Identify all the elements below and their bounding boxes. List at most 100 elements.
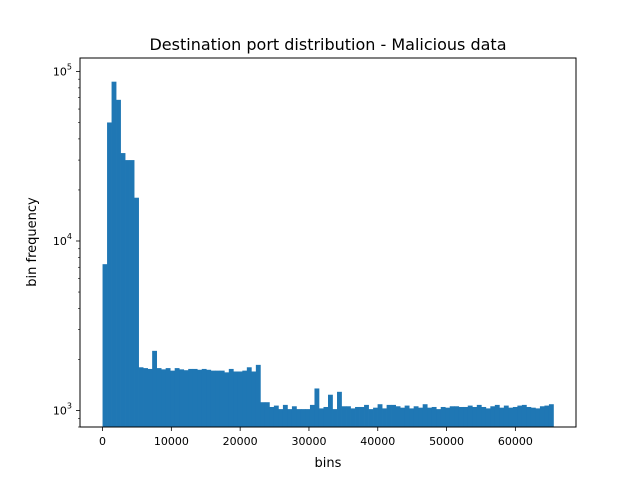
histogram-bar: [206, 369, 212, 427]
histogram-bar: [138, 367, 144, 427]
histogram-bar: [530, 407, 536, 427]
y-tick-label: 104: [53, 232, 72, 248]
histogram-bar: [377, 404, 383, 427]
histogram-bar: [255, 364, 261, 427]
histogram-bar: [449, 406, 455, 427]
histogram-bar: [143, 368, 148, 427]
histogram-bar: [373, 407, 378, 427]
histogram-bar: [129, 160, 135, 427]
histogram-bar: [201, 368, 207, 427]
histogram-bar: [341, 406, 347, 427]
histogram-bar: [300, 409, 306, 427]
histogram-bar: [246, 367, 252, 427]
histogram-bar: [404, 405, 410, 427]
histogram-bar: [147, 368, 153, 427]
histogram-bar: [291, 406, 297, 427]
histogram-bar: [539, 406, 545, 427]
histogram-bar: [548, 404, 554, 427]
histogram-bar: [242, 370, 248, 427]
histogram-bar: [282, 404, 288, 427]
histogram-bar: [264, 402, 270, 427]
histogram-bar: [273, 405, 279, 427]
histogram-bar: [485, 408, 491, 427]
histogram-bar: [350, 408, 356, 427]
histogram-bar: [359, 406, 365, 427]
histogram-bar: [278, 409, 284, 427]
histogram-bar: [386, 404, 392, 427]
histogram-bar: [427, 407, 433, 427]
histogram-bar: [188, 368, 194, 427]
y-axis-label: bin frequency: [25, 197, 40, 287]
histogram-bar: [165, 368, 171, 427]
histogram-bar: [409, 408, 415, 427]
histogram-bar: [521, 404, 527, 427]
histogram-bar: [400, 407, 406, 427]
histogram-bar: [355, 406, 360, 427]
histogram-bar: [472, 406, 478, 427]
histogram-bar: [481, 406, 487, 427]
histogram-bar: [174, 368, 180, 427]
x-tick-label: 20000: [223, 435, 258, 448]
histogram-bar: [454, 406, 460, 427]
histogram-bar: [107, 122, 112, 427]
histogram-bar: [170, 370, 176, 427]
histogram-bar: [467, 405, 473, 427]
histogram-bar: [233, 371, 239, 427]
histogram-bars: [102, 81, 554, 428]
histogram-bar: [382, 408, 387, 427]
histogram-bar: [440, 406, 446, 427]
histogram-bar: [332, 409, 338, 427]
x-axis-label: bins: [315, 456, 342, 471]
histogram-bar: [111, 81, 117, 427]
histogram-bar: [445, 407, 451, 427]
histogram-bar: [512, 406, 518, 427]
x-tick-label: 50000: [429, 435, 464, 448]
histogram-bar: [152, 350, 158, 427]
x-tick-label: 60000: [498, 435, 533, 448]
histogram-bar: [490, 406, 496, 427]
histogram-bar: [134, 197, 139, 427]
histogram-bar: [287, 409, 293, 427]
histogram-bar: [337, 391, 342, 427]
histogram-bar: [476, 404, 482, 427]
histogram-bar: [305, 409, 311, 427]
histogram-bar: [535, 408, 541, 427]
histogram-bar: [318, 408, 324, 427]
histogram-bar: [422, 404, 428, 427]
histogram-bar: [503, 405, 509, 427]
histogram-bar: [323, 406, 329, 427]
histogram-bar: [210, 370, 216, 427]
x-tick-label: 30000: [291, 435, 326, 448]
histogram-bar: [499, 407, 505, 427]
histogram-bar: [237, 371, 243, 427]
histogram-bar: [228, 368, 234, 427]
y-tick-label: 103: [53, 402, 72, 418]
histogram-bar: [102, 264, 108, 427]
x-tick-label: 10000: [154, 435, 189, 448]
histogram-bar: [346, 406, 351, 427]
histogram-bar: [314, 388, 320, 427]
y-tick-label: 105: [53, 62, 72, 78]
histogram-bar: [391, 404, 396, 427]
histogram-bar: [296, 409, 302, 427]
histogram-bar: [328, 394, 333, 427]
histogram-bar: [463, 406, 469, 427]
histogram-bar: [161, 369, 167, 427]
x-axis-ticks: 0 10000 20000 30000 40000 50000 60000: [99, 427, 533, 448]
histogram-bar: [260, 402, 266, 427]
histogram-bar: [364, 404, 369, 427]
histogram-bar: [183, 370, 189, 427]
histogram-bar: [224, 372, 230, 427]
histogram-bar: [368, 409, 374, 427]
histogram-bar: [116, 99, 121, 427]
x-tick-label: 0: [99, 435, 106, 448]
histogram-bar: [125, 160, 130, 427]
histogram-bar: [215, 370, 221, 427]
histogram-bar: [413, 406, 419, 427]
x-tick-label: 40000: [360, 435, 395, 448]
histogram-bar: [544, 405, 550, 427]
histogram-bar: [431, 406, 437, 427]
y-axis-ticks: 103 104 105: [53, 62, 80, 428]
histogram-bar: [120, 153, 126, 428]
